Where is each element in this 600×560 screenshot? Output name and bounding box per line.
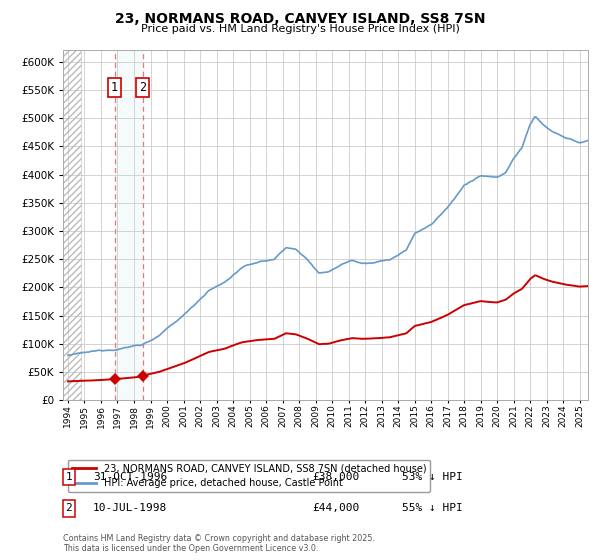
Text: 23, NORMANS ROAD, CANVEY ISLAND, SS8 7SN: 23, NORMANS ROAD, CANVEY ISLAND, SS8 7SN [115,12,485,26]
Text: 2: 2 [139,81,146,94]
Text: £44,000: £44,000 [312,503,359,514]
Bar [63,50,81,400]
Text: 10-JUL-1998: 10-JUL-1998 [93,503,167,514]
Text: 1: 1 [65,472,73,482]
Text: Price paid vs. HM Land Registry's House Price Index (HPI): Price paid vs. HM Land Registry's House … [140,24,460,34]
Text: 55% ↓ HPI: 55% ↓ HPI [402,503,463,514]
Text: Contains HM Land Registry data © Crown copyright and database right 2025.
This d: Contains HM Land Registry data © Crown c… [63,534,375,553]
Text: £38,000: £38,000 [312,472,359,482]
Text: 31-OCT-1996: 31-OCT-1996 [93,472,167,482]
Bar [115,50,143,400]
Text: 53% ↓ HPI: 53% ↓ HPI [402,472,463,482]
Text: 1: 1 [111,81,118,94]
Text: 2: 2 [65,503,73,514]
Legend: 23, NORMANS ROAD, CANVEY ISLAND, SS8 7SN (detached house), HPI: Average price, d: 23, NORMANS ROAD, CANVEY ISLAND, SS8 7SN… [68,460,430,492]
